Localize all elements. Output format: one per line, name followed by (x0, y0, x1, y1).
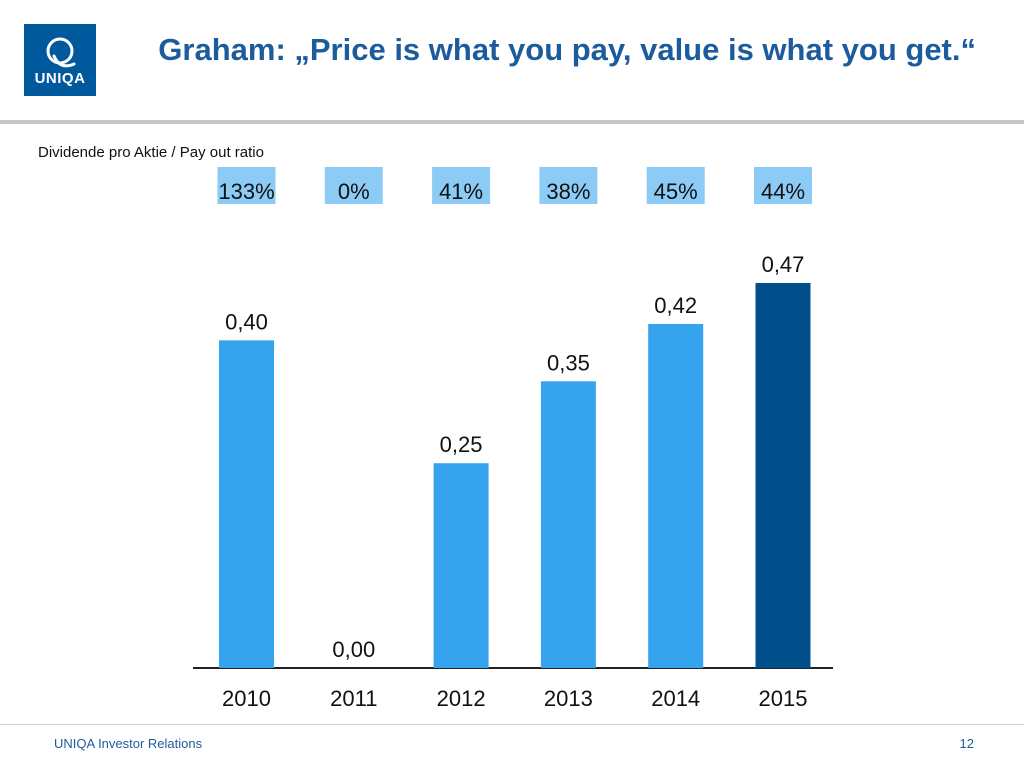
bar-value-label: 0,42 (654, 293, 697, 318)
payout-ratio-box (646, 167, 705, 204)
payout-ratio-label: 0% (338, 179, 370, 204)
payout-ratio-box (539, 167, 598, 204)
uniqa-logo: UNIQA (24, 24, 96, 96)
bar (755, 283, 811, 668)
page-number: 12 (959, 736, 974, 751)
logo-text: UNIQA (34, 70, 86, 87)
x-tick-label: 2013 (544, 686, 593, 711)
bar (540, 381, 596, 668)
bar (219, 340, 274, 668)
payout-ratio-label: 44% (761, 179, 805, 204)
x-tick-label: 2014 (651, 686, 700, 711)
bar-value-label: 0,47 (762, 252, 805, 277)
payout-ratio-label: 133% (218, 179, 274, 204)
x-tick-label: 2015 (759, 686, 808, 711)
chart-subtitle: Dividende pro Aktie / Pay out ratio (38, 144, 264, 161)
header-divider (0, 120, 1024, 124)
x-tick-label: 2012 (437, 686, 486, 711)
payout-ratio-box (217, 167, 276, 204)
payout-ratio-box (432, 167, 491, 204)
payout-ratio-box (754, 167, 812, 204)
payout-ratio-box (324, 167, 383, 204)
bar (648, 323, 704, 668)
payout-ratio-label: 45% (654, 179, 698, 204)
x-tick-label: 2011 (330, 686, 377, 711)
bar-value-label: 0,40 (225, 309, 268, 334)
bar-value-label: 0,35 (547, 350, 590, 375)
payout-ratio-label: 38% (546, 179, 590, 204)
bar-value-label: 0,25 (440, 432, 483, 457)
uniqa-q-icon (46, 37, 76, 68)
bar (433, 463, 489, 668)
page-title: Graham: „Price is what you pay, value is… (158, 32, 976, 67)
bar-value-label: 0,00 (332, 637, 375, 662)
footer-label: UNIQA Investor Relations (54, 736, 203, 751)
footer-divider (0, 724, 1024, 725)
payout-ratio-label: 41% (439, 179, 483, 204)
x-tick-label: 2010 (222, 686, 271, 711)
